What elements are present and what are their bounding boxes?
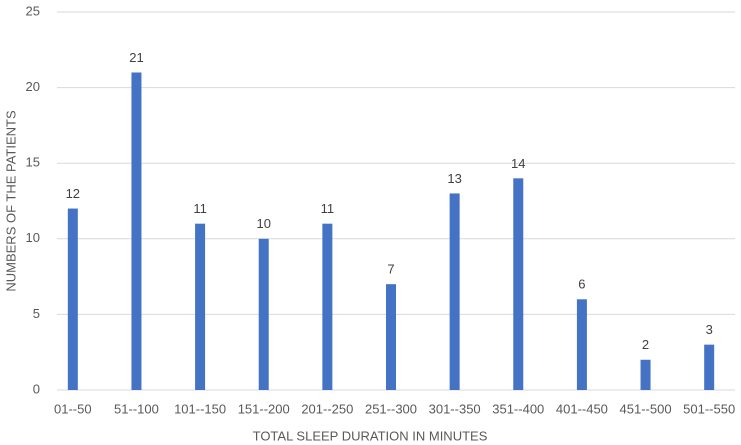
y-tick-label: 20 xyxy=(26,79,40,94)
bar xyxy=(131,72,142,390)
x-tick-label: 51--100 xyxy=(114,401,159,416)
x-tick-label: 151--200 xyxy=(238,401,290,416)
y-tick-label: 5 xyxy=(33,306,40,321)
x-tick-label: 301--350 xyxy=(429,401,481,416)
bar xyxy=(449,193,460,390)
x-tick-label: 101--150 xyxy=(174,401,226,416)
bar xyxy=(195,223,206,390)
x-tick-label: 501--550 xyxy=(683,401,735,416)
y-tick-label: 0 xyxy=(33,381,40,396)
bar xyxy=(576,299,587,390)
x-tick-label: 01--50 xyxy=(54,401,92,416)
bar xyxy=(513,178,524,390)
y-tick-label: 10 xyxy=(26,230,40,245)
bar xyxy=(322,223,333,390)
data-label: 21 xyxy=(129,50,143,65)
x-tick-label: 451--500 xyxy=(620,401,672,416)
bar xyxy=(258,238,269,390)
y-tick-label: 15 xyxy=(26,155,40,170)
bar xyxy=(640,359,651,390)
data-label: 11 xyxy=(321,201,335,216)
data-label: 10 xyxy=(256,216,270,231)
data-label: 11 xyxy=(193,201,207,216)
x-tick-label: 201--250 xyxy=(301,401,353,416)
bar xyxy=(704,344,715,390)
data-label: 14 xyxy=(511,156,525,171)
x-axis-title: TOTAL SLEEP DURATION IN MINUTES xyxy=(253,428,488,443)
x-tick-label: 401--450 xyxy=(556,401,608,416)
x-tick-label: 251--300 xyxy=(365,401,417,416)
data-label: 12 xyxy=(66,186,80,201)
data-label: 13 xyxy=(447,171,461,186)
bar xyxy=(386,284,396,390)
data-label: 2 xyxy=(642,337,649,352)
y-tick-label: 25 xyxy=(26,3,40,18)
data-label: 6 xyxy=(578,277,585,292)
x-tick-label: 351--400 xyxy=(492,401,544,416)
bar xyxy=(67,208,78,390)
data-label: 3 xyxy=(706,322,713,337)
data-label: 7 xyxy=(387,262,394,277)
y-axis-title: NUMBERS OF THE PATIENTS xyxy=(3,110,18,292)
